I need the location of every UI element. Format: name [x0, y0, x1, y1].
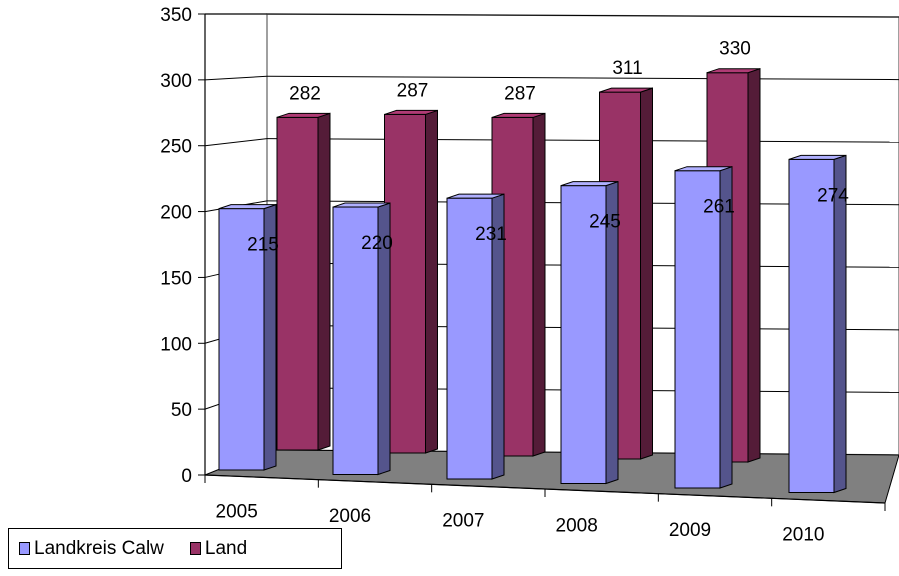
- y-tick-label-150: 150: [160, 268, 192, 289]
- landkreis-calw-bar-2009-top: [674, 166, 733, 172]
- landkreis-calw-bar-2005-front: [218, 208, 265, 471]
- legend-item-series-1: Land: [189, 537, 248, 560]
- land-bar-2007-top: [491, 112, 546, 118]
- landkreis-calw-data-label-2009: 261: [703, 197, 735, 218]
- land-bar-2009-side: [747, 68, 761, 463]
- landkreis-calw-bar-2007-top: [446, 193, 505, 199]
- y-tick-label-50: 50: [171, 400, 192, 421]
- landkreis-calw-bar-2010-front: [788, 158, 835, 493]
- x-tick-label-2009: 2009: [669, 520, 711, 541]
- land-data-label-2008: 311: [612, 58, 642, 79]
- y-tick-label-200: 200: [160, 203, 192, 224]
- gridline-side-250: [204, 138, 268, 147]
- landkreis-calw-bar-2010-top: [788, 154, 847, 160]
- land-data-label-2009: 330: [719, 39, 751, 60]
- land-data-label-2007: 287: [504, 83, 536, 104]
- landkreis-calw-bar-2009: [674, 166, 733, 489]
- landkreis-calw-series-bars: [218, 154, 847, 494]
- chart-data-labels: 282 287 287 311 330 215 220 231 245 261 274: [247, 39, 849, 256]
- y-tick-label-250: 250: [160, 137, 192, 158]
- land-bar-2008-side: [640, 87, 653, 460]
- landkreis-calw-bar-2007: [446, 193, 505, 480]
- landkreis-calw-data-label-2007: 231: [475, 224, 507, 245]
- land-bar-2006: [384, 109, 438, 454]
- gridline-back-350: [266, 13, 899, 18]
- land-bar-2005-top: [276, 112, 331, 118]
- legend-swatch-series-0: [19, 542, 30, 555]
- land-bar-2007-side: [532, 112, 546, 457]
- landkreis-calw-bar-2008-top: [560, 181, 619, 187]
- land-bar-2006-side: [425, 109, 438, 454]
- landkreis-calw-data-label-2005: 215: [247, 235, 279, 256]
- legend-swatch-series-1: [189, 542, 201, 555]
- y-tick-label-100: 100: [160, 334, 192, 355]
- land-bar-2008-top: [599, 87, 653, 93]
- landkreis-calw-bar-2006-top: [332, 202, 391, 208]
- landkreis-calw-bar-2005-top: [218, 204, 277, 210]
- land-bar-2006-front: [384, 113, 426, 454]
- land-data-label-2006: 287: [397, 80, 429, 101]
- chart-legend: Landkreis Calw Land: [8, 528, 342, 569]
- land-bar-2009-top: [706, 68, 761, 74]
- landkreis-calw-bar-2005: [218, 203, 277, 471]
- x-tick-label-2006: 2006: [329, 506, 371, 527]
- x-tick-label-2007: 2007: [442, 511, 484, 532]
- landkreis-calw-bar-2006: [332, 202, 391, 476]
- gridline-side-300: [204, 75, 268, 81]
- chart-axes: 0 50 100 150 200 250 300 350 2005 2006 2007 2008 200…: [160, 5, 886, 546]
- x-tick-label-2008: 2008: [556, 515, 598, 536]
- landkreis-calw-bar-2008: [560, 180, 619, 485]
- landkreis-calw-data-label-2008: 245: [589, 212, 621, 233]
- land-data-label-2005: 282: [289, 83, 321, 104]
- land-bar-2005-side: [317, 112, 331, 451]
- gridline-back-300: [266, 75, 899, 81]
- x-tick-label-2005: 2005: [216, 501, 258, 522]
- gridline-back-250: [266, 138, 899, 143]
- landkreis-calw-bar-2010: [788, 154, 847, 494]
- land-bar-2005-front: [276, 116, 319, 451]
- landkreis-calw-data-label-2010: 274: [817, 185, 849, 206]
- x-tick-label-2010: 2010: [782, 525, 824, 546]
- landkreis-calw-data-label-2006: 220: [361, 233, 393, 254]
- y-tick-label-0: 0: [181, 466, 192, 487]
- legend-label-series-0: Landkreis Calw: [34, 537, 164, 559]
- y-tick-label-300: 300: [160, 71, 192, 92]
- land-bar-2006-top: [384, 109, 438, 115]
- y-tick-label-350: 350: [160, 5, 192, 26]
- landkreis-calw-bar-2009-front: [674, 170, 721, 489]
- legend-label-series-1: Land: [204, 537, 248, 559]
- legend-item-series-0: Landkreis Calw: [19, 538, 164, 560]
- land-bar-2005: [276, 112, 331, 451]
- landkreis-calw-bar-2006-front: [332, 206, 379, 475]
